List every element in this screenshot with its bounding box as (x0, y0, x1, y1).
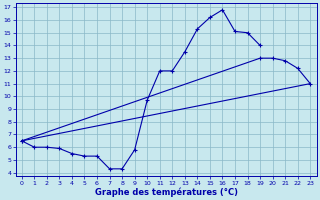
X-axis label: Graphe des températures (°C): Graphe des températures (°C) (94, 187, 237, 197)
